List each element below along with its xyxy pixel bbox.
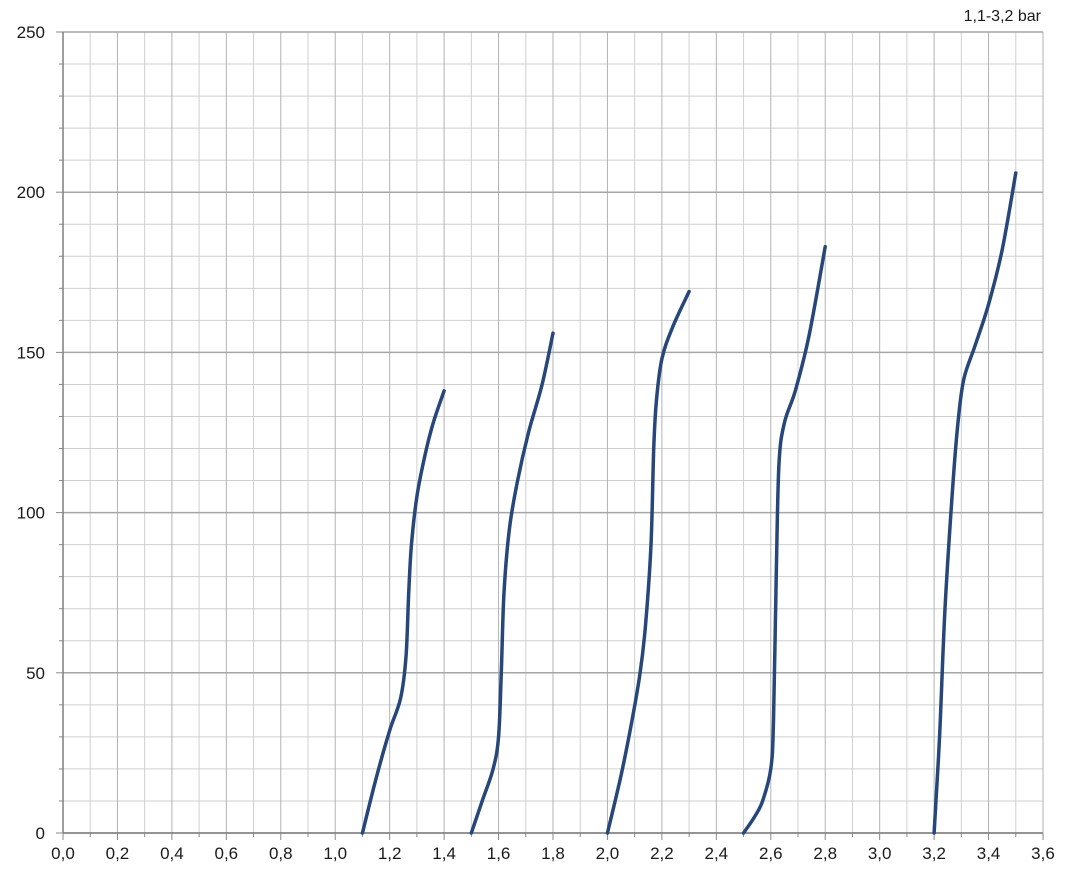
x-tick-label: 1,6 <box>487 844 511 863</box>
x-tick-label: 1,4 <box>432 844 456 863</box>
x-tick-label: 1,2 <box>378 844 402 863</box>
x-tick-label: 0,6 <box>215 844 239 863</box>
y-tick-label: 150 <box>17 343 45 362</box>
x-tick-label: 3,0 <box>868 844 892 863</box>
x-tick-label: 0,4 <box>160 844 184 863</box>
x-tick-label: 3,4 <box>977 844 1001 863</box>
major-gridlines <box>62 31 1044 834</box>
range-annotation: 1,1-3,2 bar <box>963 8 1041 25</box>
series-line-1 <box>360 389 446 835</box>
x-tick-label: 2,2 <box>650 844 674 863</box>
x-tick-label: 1,0 <box>323 844 347 863</box>
x-tick-label: 0,8 <box>269 844 293 863</box>
x-tick-label: 1,8 <box>541 844 565 863</box>
y-axis-ticks: 0 50 100 150 200 250 <box>17 23 63 843</box>
series-line-3 <box>605 289 691 835</box>
x-tick-label: 0,2 <box>106 844 130 863</box>
y-tick-label: 50 <box>26 664 45 683</box>
y-tick-label: 250 <box>17 23 45 42</box>
y-tick-label: 0 <box>36 824 45 843</box>
x-tick-label: 2,4 <box>705 844 729 863</box>
series-line-4 <box>741 244 827 835</box>
y-tick-label: 200 <box>17 183 45 202</box>
x-tick-label: 2,6 <box>759 844 783 863</box>
series-line-2 <box>469 331 555 835</box>
series-line-5 <box>932 171 1018 835</box>
x-tick-label: 2,0 <box>596 844 620 863</box>
x-tick-label: 2,8 <box>813 844 837 863</box>
x-tick-label: 3,6 <box>1031 844 1055 863</box>
x-tick-label: 3,2 <box>922 844 946 863</box>
y-tick-label: 100 <box>17 504 45 523</box>
series-lines <box>360 171 1018 835</box>
x-axis-ticks: 0,0 0,2 0,4 0,6 0,8 1,0 1,2 1,4 1,6 1,8 2,0 2,2 2,4 2… <box>51 833 1055 863</box>
x-tick-label: 0,0 <box>51 844 75 863</box>
